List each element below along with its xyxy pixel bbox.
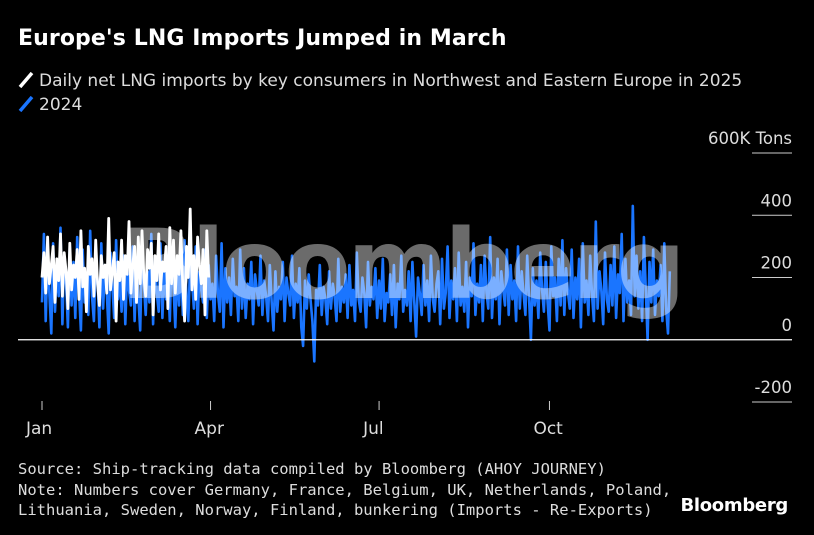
coverage-note-line-2: Lithuania, Sweden, Norway, Finland, bunk…	[18, 501, 653, 519]
legend-label-2025: Daily net LNG imports by key consumers i…	[39, 71, 743, 91]
legend-label-2024: 2024	[39, 95, 83, 115]
chart-title: Europe's LNG Imports Jumped in March	[18, 26, 507, 51]
coverage-note-line-1: Note: Numbers cover Germany, France, Bel…	[18, 481, 672, 499]
watermark: Bloomberg	[122, 209, 683, 321]
source-note: Source: Ship-tracking data compiled by B…	[18, 460, 606, 478]
slash-swatch-icon	[18, 96, 34, 112]
x-tick-label: Jul	[362, 419, 384, 439]
y-tick-label: 400	[761, 191, 793, 210]
y-tick-label: 200	[761, 254, 793, 273]
x-tick-label: Apr	[195, 419, 224, 439]
y-tick-label: 600K Tons	[708, 129, 792, 148]
y-tick-label: 0	[782, 316, 793, 335]
y-tick-label: -200	[755, 378, 792, 397]
bloomberg-logo: Bloomberg	[680, 495, 788, 516]
series-line-2025	[40, 207, 211, 323]
legend-item-2024: 2024	[18, 95, 82, 115]
legend-item-2025: Daily net LNG imports by key consumers i…	[18, 71, 742, 91]
x-tick-label: Jan	[25, 419, 52, 439]
x-tick-label: Oct	[533, 419, 563, 439]
slash-swatch-icon	[18, 72, 34, 88]
